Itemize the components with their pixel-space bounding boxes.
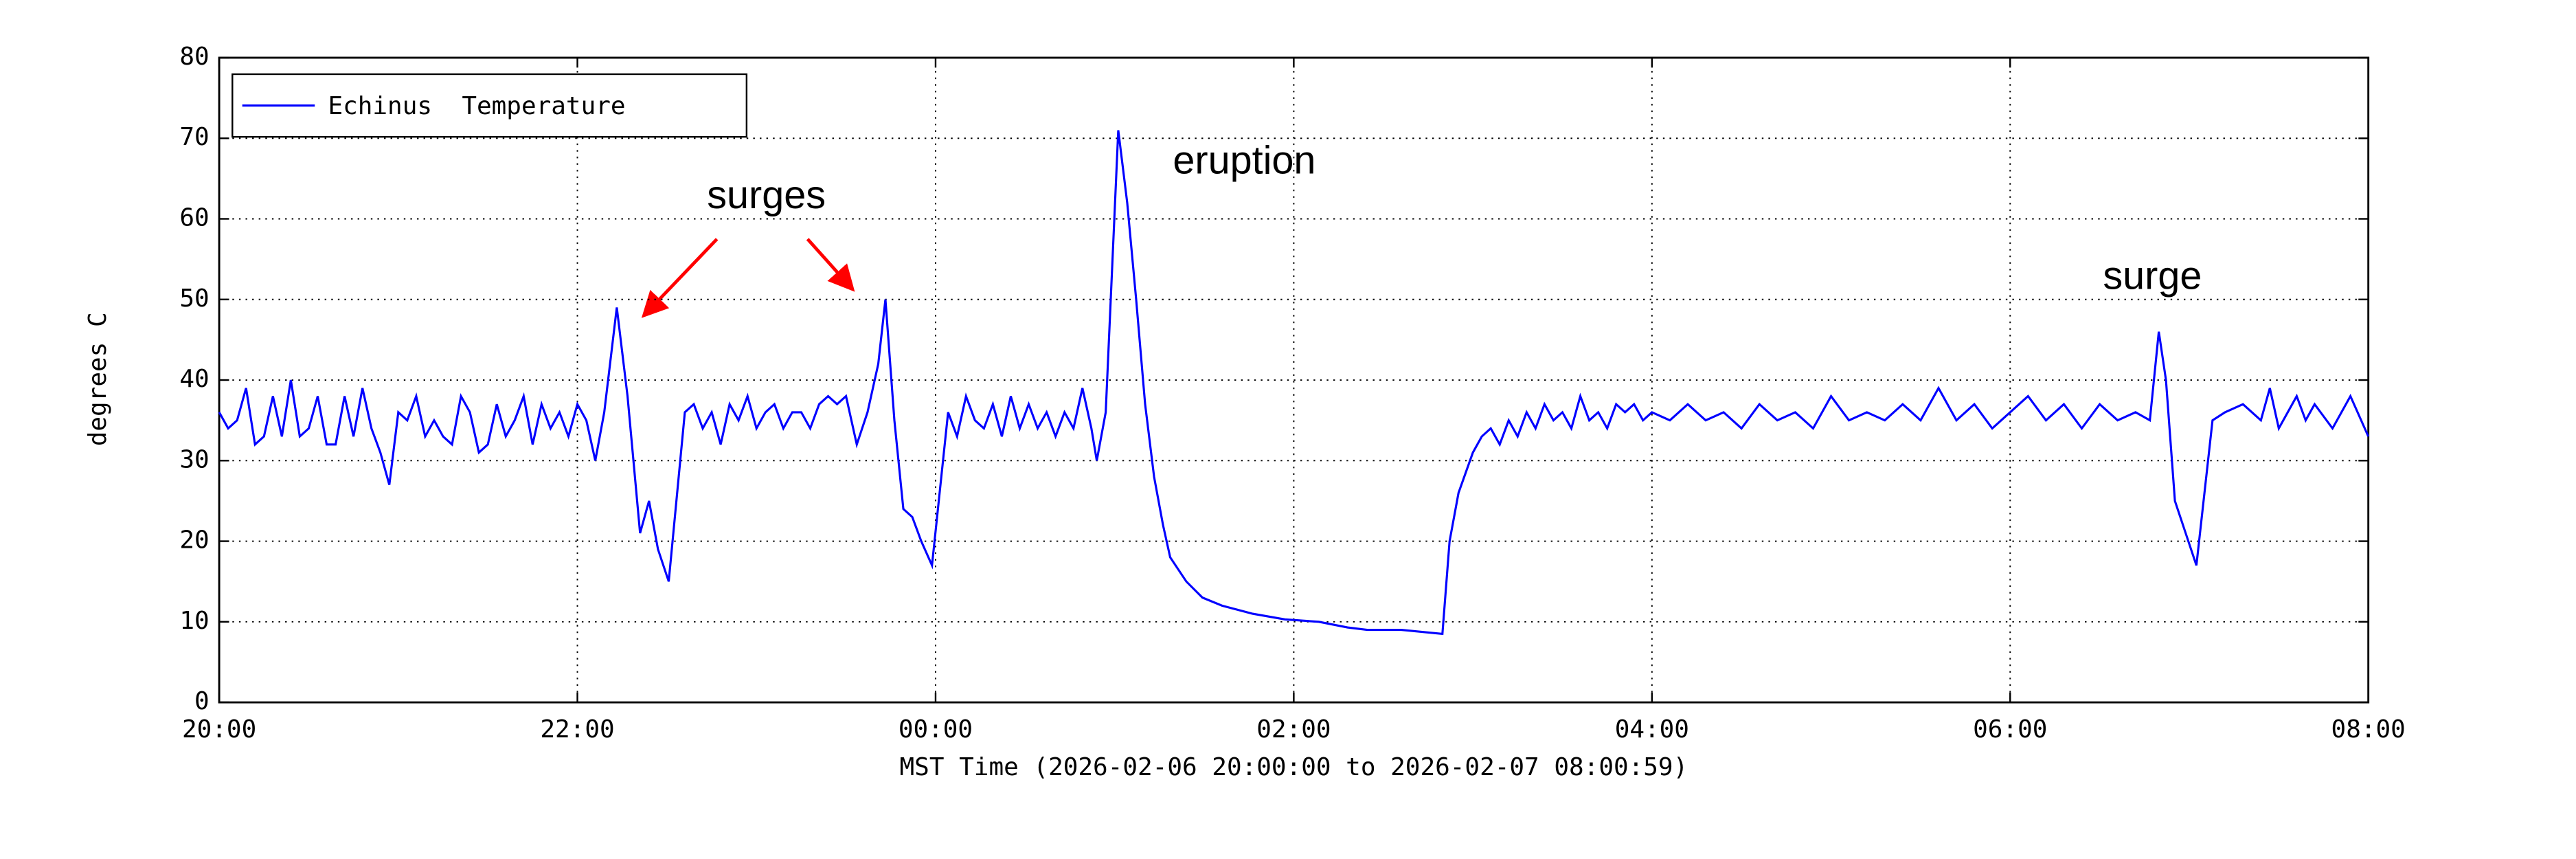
- annotation: surge: [2103, 254, 2202, 298]
- y-tick-label: 20: [179, 526, 209, 555]
- y-axis-label: degrees C: [84, 312, 112, 446]
- x-tick-label: 08:00: [2331, 715, 2406, 744]
- y-tick-label: 50: [179, 285, 209, 313]
- annotation: surges: [707, 173, 826, 217]
- y-tick-label: 40: [179, 365, 209, 393]
- y-tick-label: 0: [194, 687, 210, 715]
- x-axis-label: MST Time (2026-02-06 20:00:00 to 2026-02…: [900, 753, 1688, 781]
- arrow: [641, 238, 719, 318]
- x-tick-label: 02:00: [1256, 715, 1331, 744]
- plot-frame: [218, 56, 2370, 704]
- x-tick-label: 22:00: [540, 715, 614, 744]
- x-tick-label: 00:00: [899, 715, 973, 744]
- arrow: [806, 238, 855, 292]
- x-tick-label: 04:00: [1615, 715, 1689, 744]
- x-tick-label: 20:00: [182, 715, 256, 744]
- y-tick-label: 10: [179, 607, 209, 635]
- legend-label: Echinus Temperature: [328, 92, 625, 120]
- y-tick-label: 30: [179, 445, 209, 473]
- annotation: eruption: [1173, 139, 1315, 183]
- x-tick-label: 06:00: [1973, 715, 2047, 744]
- y-tick-label: 60: [179, 203, 209, 232]
- y-tick-label: 80: [179, 43, 209, 71]
- y-tick-label: 70: [179, 123, 209, 151]
- legend-box: [231, 73, 748, 138]
- data-line: [218, 130, 2370, 636]
